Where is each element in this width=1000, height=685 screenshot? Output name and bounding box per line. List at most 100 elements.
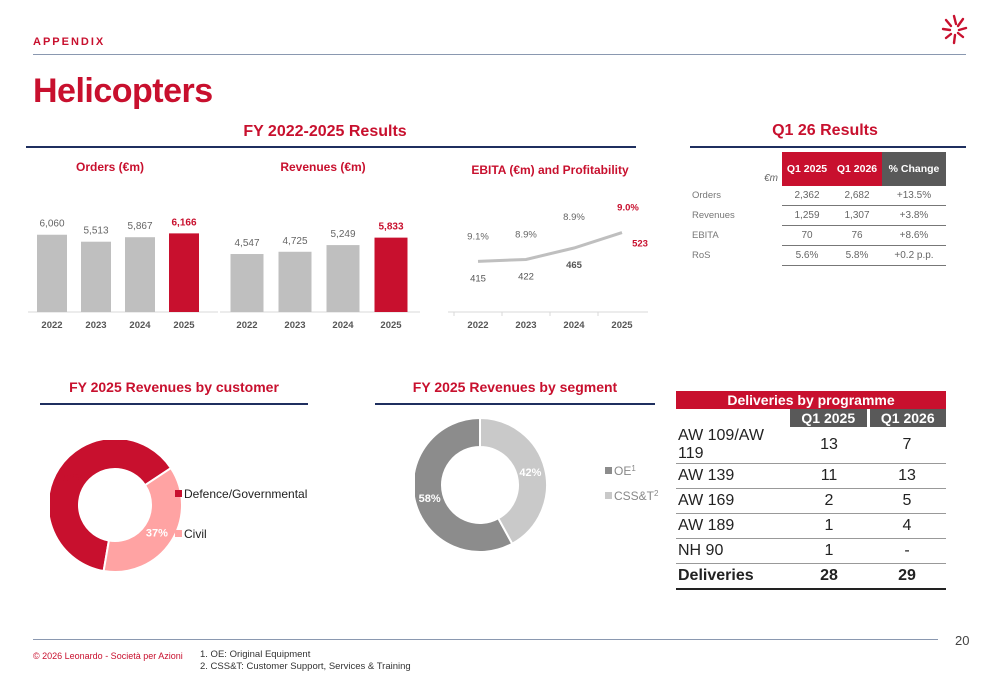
x-tick-label: 2022	[467, 320, 488, 331]
profitability-label: 8.9%	[515, 229, 537, 240]
value-q1-2026: 5	[868, 488, 946, 514]
logo-icon	[941, 14, 968, 45]
x-tick-label: 2025	[611, 320, 633, 331]
section-label: APPENDIX	[33, 36, 106, 48]
value-q1-2025: 11	[790, 463, 868, 489]
deliveries-row: AW 109/AW 119 13 7	[676, 427, 946, 464]
bar	[230, 254, 264, 312]
value-q1-2025: 2,362	[782, 186, 832, 206]
legend-footnote-marker: 2	[654, 489, 659, 498]
q1-row-ebita: EBITA 70 76 +8.6%	[688, 225, 946, 246]
unit-label: €m	[764, 173, 778, 184]
footer-divider	[33, 639, 938, 640]
deliveries-row: AW 189 1 4	[676, 513, 946, 539]
slice-percent-label: 63%	[62, 473, 84, 485]
deliveries-row: AW 139 11 13	[676, 463, 946, 489]
value-change: +8.6%	[882, 225, 946, 246]
bar	[326, 245, 360, 312]
value-q1-2026: -	[868, 538, 946, 564]
x-tick-label: 2025	[173, 320, 195, 331]
slice-percent-label: 37%	[146, 527, 168, 539]
ebita-value-label: 523	[632, 239, 648, 250]
ebita-value-label: 465	[566, 260, 583, 271]
deliveries-row: AW 169 2 5	[676, 488, 946, 514]
legend-swatch	[605, 492, 612, 499]
value-q1-2026: 4	[868, 513, 946, 539]
x-tick-label: 2022	[41, 320, 62, 331]
ebita-chart: 415 9.1% 2022 422 8.9% 2023 465 8.9% 2024 523 9.0%…	[448, 203, 648, 331]
data-label: 4,725	[282, 236, 307, 247]
programme-label: AW 169	[676, 488, 790, 514]
deliveries-header-row: Q1 2025 Q1 2026	[676, 409, 946, 427]
value-q1-2025: 2	[790, 488, 868, 514]
row-label: Revenues	[692, 210, 735, 221]
value-q1-2026: 7	[868, 427, 946, 464]
q1-row-ros: RoS 5.6% 5.8% +0.2 p.p.	[688, 245, 946, 266]
x-tick-label: 2023	[85, 320, 106, 331]
data-label: 5,249	[330, 229, 355, 240]
ebita-value-label: 415	[470, 273, 486, 284]
segment-donut-chart: 58% 42% OE1 CSS&T2	[415, 416, 659, 553]
orders-chart: 6,060 2022 5,513 2023 5,867 2024 6,166 2025	[28, 217, 218, 331]
data-label: 5,833	[378, 222, 403, 233]
programme-label: AW 109/AW 119	[676, 427, 790, 464]
value-q1-2026: 5.8%	[832, 245, 882, 266]
value-q1-2025: 70	[782, 225, 832, 246]
donut-slice	[50, 440, 173, 573]
footnote-1: 1. OE: Original Equipment	[200, 649, 311, 660]
bar	[81, 241, 111, 312]
donut-slice	[415, 416, 514, 553]
q1-header-change: % Change	[882, 152, 946, 186]
fy-section-rule	[26, 146, 636, 148]
deliveries-header-blank	[676, 409, 790, 427]
value-q1-2026: 1,307	[832, 205, 882, 226]
profitability-label: 9.0%	[617, 203, 639, 214]
ebita-value-label: 422	[518, 271, 534, 282]
row-label: Orders	[692, 190, 722, 202]
q1-header-row: €m Q1 2025 Q1 2026 % Change	[688, 152, 946, 186]
row-label: RoS	[692, 250, 711, 261]
programme-label: NH 90	[676, 538, 790, 564]
ebita-line	[477, 231, 623, 263]
legend-label: OE1	[614, 464, 636, 478]
segment-chart-title: FY 2025 Revenues by segment	[412, 379, 618, 395]
total-label: Deliveries	[676, 563, 790, 590]
copyright: © 2026 Leonardo - Società per Azioni	[33, 651, 183, 661]
slice-percent-label: 42%	[519, 467, 541, 479]
deliveries-table: Deliveries by programme Q1 2025 Q1 2026 …	[676, 391, 946, 590]
revenues-chart: 4,547 2022 4,725 2023 5,249 2024 5,833 2025	[220, 222, 420, 331]
deliveries-row: NH 90 1 -	[676, 538, 946, 564]
value-change: +3.8%	[882, 205, 946, 226]
programme-label: AW 139	[676, 463, 790, 489]
value-q1-2026: 76	[832, 225, 882, 246]
data-label: 6,166	[171, 217, 196, 228]
value-change: +0.2 p.p.	[882, 245, 946, 266]
total-q1-2025: 28	[790, 563, 868, 590]
orders-chart-title: Orders (€m)	[75, 160, 145, 174]
profitability-label: 8.9%	[563, 212, 585, 223]
legend-label: Defence/Governmental	[184, 487, 307, 501]
bar	[278, 251, 312, 312]
bar	[37, 234, 67, 312]
customer-section-rule	[40, 403, 308, 405]
donut-slice	[479, 416, 548, 546]
bar	[374, 237, 408, 312]
q1-results-table: €m Q1 2025 Q1 2026 % Change Orders 2,362…	[688, 152, 946, 266]
x-tick-label: 2024	[332, 320, 354, 331]
donut-slice	[102, 466, 183, 573]
deliveries-title-row: Deliveries by programme	[676, 391, 946, 409]
q1-section-title: Q1 26 Results	[772, 122, 878, 139]
ebita-chart-title: EBITA (€m) and Profitability	[471, 163, 629, 177]
value-q1-2025: 5.6%	[782, 245, 832, 266]
page-number: 20	[955, 633, 970, 648]
bar	[169, 233, 199, 312]
page-title: Helicopters	[33, 72, 213, 110]
segment-section-rule	[375, 403, 655, 405]
deliveries-title: Deliveries by programme	[676, 391, 946, 409]
x-tick-label: 2025	[380, 320, 402, 331]
q1-row-revenues: Revenues 1,259 1,307 +3.8%	[688, 205, 946, 226]
footnotes: 1. OE: Original Equipment 2. CSS&T: Cust…	[200, 649, 411, 673]
deliveries-header-q1-2026: Q1 2026	[868, 409, 946, 427]
programme-label: AW 189	[676, 513, 790, 539]
profitability-label: 9.1%	[467, 231, 489, 242]
